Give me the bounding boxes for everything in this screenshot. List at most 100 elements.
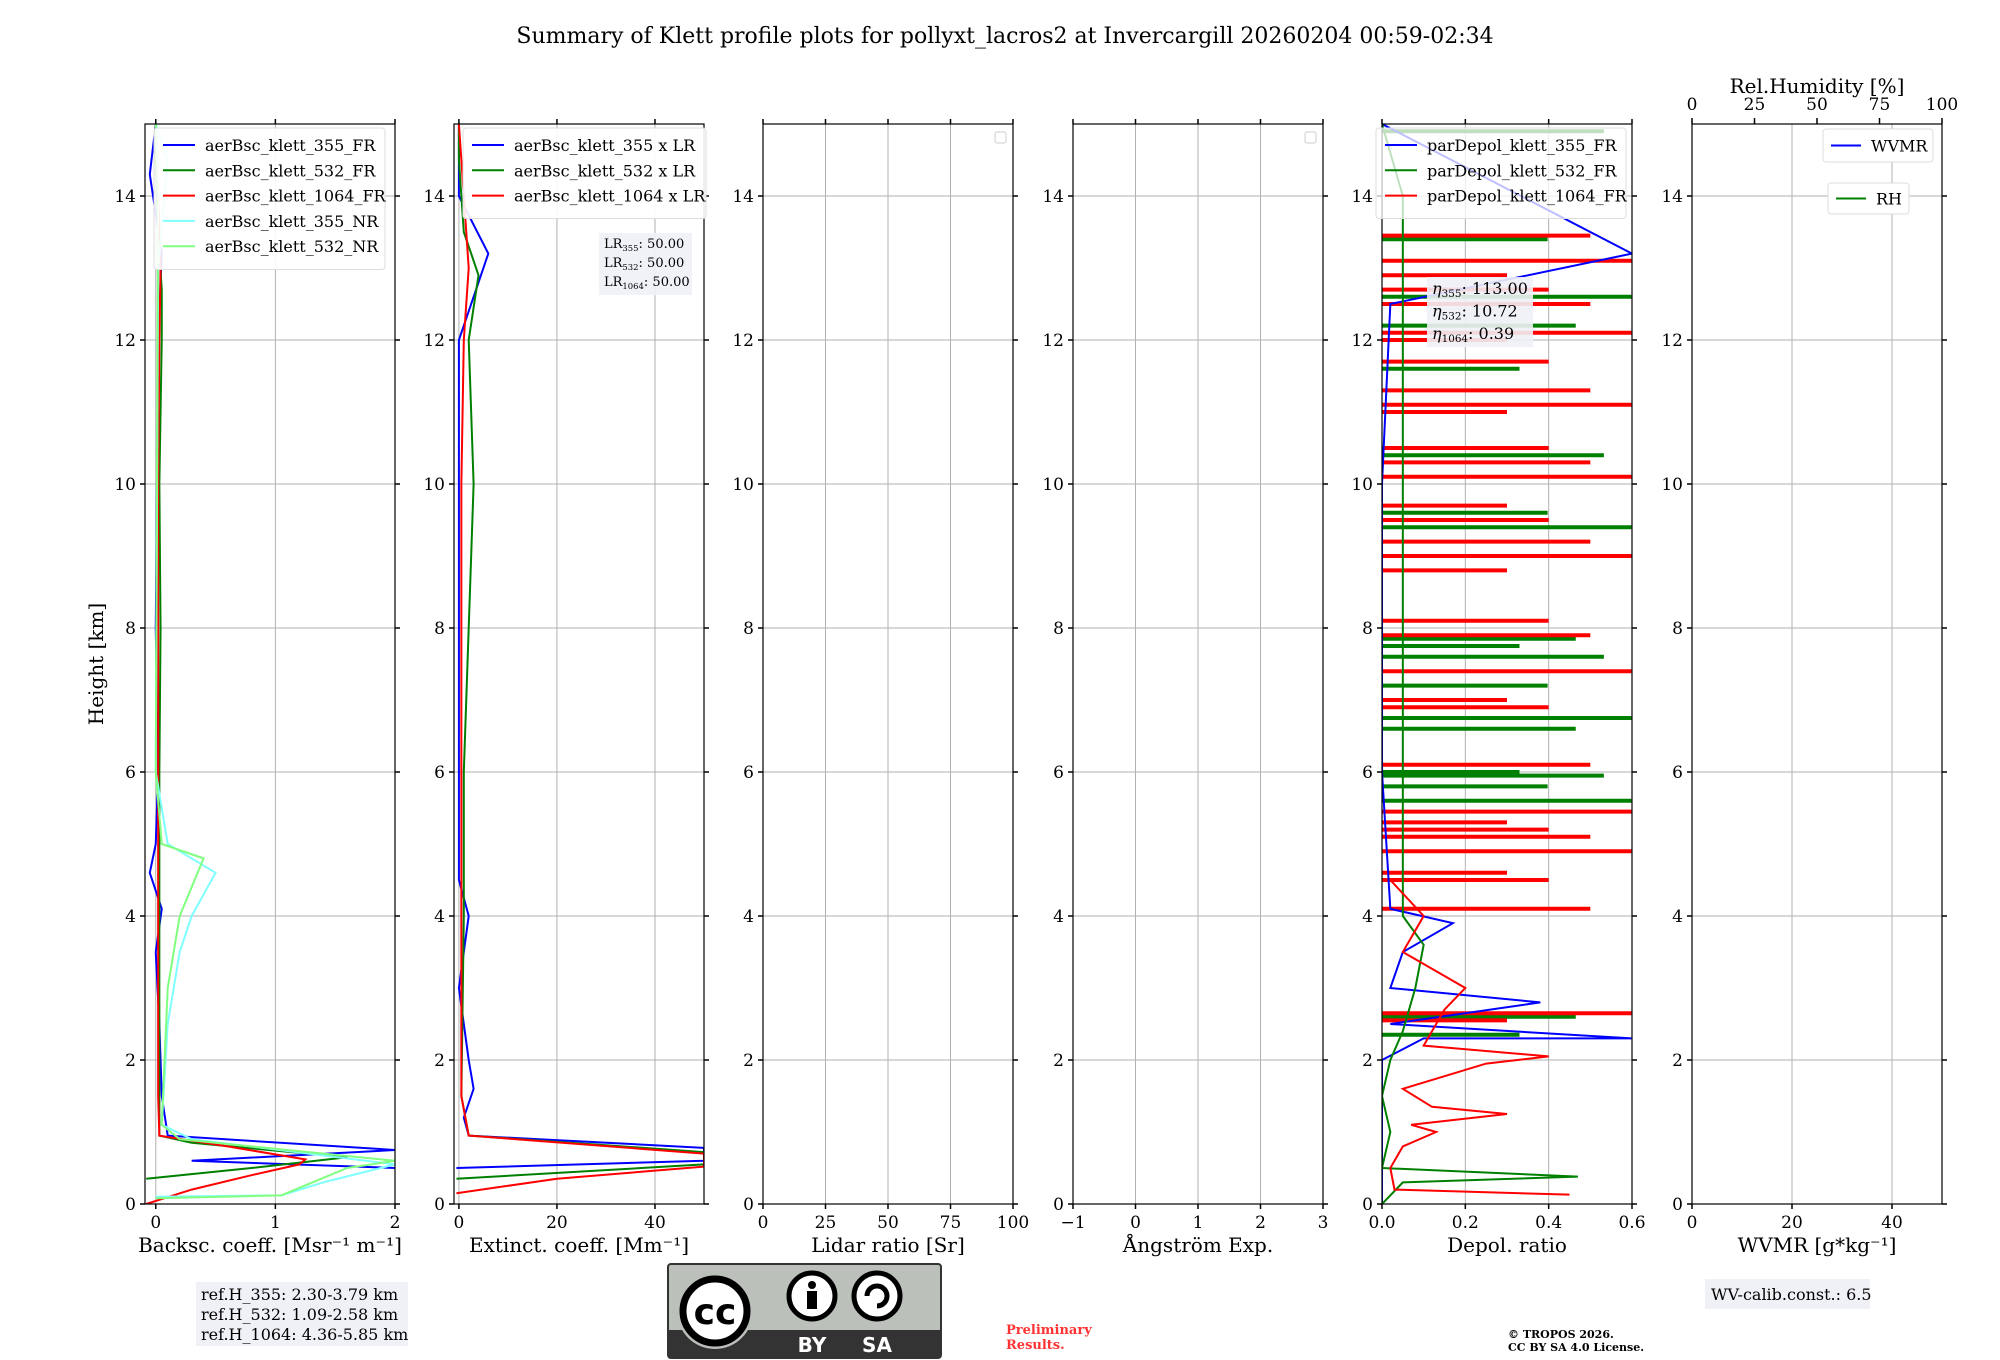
legend-label: aerBsc_klett_355 x LR xyxy=(514,136,696,155)
y-tick-label: 2 xyxy=(743,1051,754,1071)
y-tick-label: 2 xyxy=(1362,1051,1373,1071)
panel-wvmr-rh: 0 20 40 0 2 4 6 8 10 12 14 WVMR [g*kg⁻¹] 0 25 50 75 100 R… xyxy=(1661,74,1958,1257)
legend-label: parDepol_klett_1064_FR xyxy=(1427,187,1628,206)
y-tick-label: 0 xyxy=(125,1195,136,1215)
y-tick-label: 8 xyxy=(125,619,136,639)
y-tick-label: 4 xyxy=(1053,907,1064,927)
y-tick-label: 6 xyxy=(1672,763,1683,783)
y-tick-label: 4 xyxy=(1362,907,1373,927)
panel-extinction: 0 20 40 0 2 4 6 8 10 12 14 Extinct. coeff. [Mm⁻¹] ae… xyxy=(423,119,709,1257)
wv-calib-box: WV-calib.const.: 6.5 xyxy=(1705,1279,1872,1309)
empty-legend xyxy=(994,131,1007,144)
ref-height-355: ref.H_355: 2.30-3.79 km xyxy=(201,1285,398,1304)
y-tick-label: 14 xyxy=(423,187,445,207)
figure-title: Summary of Klett profile plots for polly… xyxy=(516,24,1493,49)
x-axis-label: Lidar ratio [Sr] xyxy=(811,1233,965,1257)
x-tick-label: −1 xyxy=(1060,1213,1085,1233)
lidar-ratio-box: LR355: 50.00 LR532: 50.00 LR1064: 50.00 xyxy=(599,233,692,295)
legend-label: aerBsc_klett_1064 x LR xyxy=(514,187,706,206)
cc-by-sa-logo: cc BY SA xyxy=(667,1263,942,1359)
x-tick-label: 40 xyxy=(644,1213,666,1233)
x-tick-label: 3 xyxy=(1318,1213,1329,1233)
axes-frame xyxy=(1381,123,1633,1205)
x-axis-label: Ångström Exp. xyxy=(1122,1232,1273,1257)
axes-frame xyxy=(144,123,396,1205)
x-axis-label: Extinct. coeff. [Mm⁻¹] xyxy=(469,1233,689,1257)
y-tick-label: 12 xyxy=(1042,331,1064,351)
series-group xyxy=(456,124,704,1195)
ref-height-532: ref.H_532: 1.09-2.58 km xyxy=(201,1305,398,1324)
cc-logo-text: cc xyxy=(694,1292,737,1333)
legend: aerBsc_klett_355_FR aerBsc_klett_532_FRae… xyxy=(153,127,387,270)
y-tick-label: 14 xyxy=(1351,187,1373,207)
y-tick-label: 12 xyxy=(732,331,754,351)
x-tick-label: 0 xyxy=(758,1213,769,1233)
y-tick-label: 10 xyxy=(114,475,136,495)
series-aerBsc_klett_355_FR xyxy=(148,124,395,1169)
x-tick-label: 40 xyxy=(1881,1213,1903,1233)
y-tick-label: 4 xyxy=(743,907,754,927)
y-tick-label: 0 xyxy=(434,1195,445,1215)
y-tick-label: 10 xyxy=(1351,475,1373,495)
y-tick-label: 4 xyxy=(125,907,136,927)
preliminary-line2: Results. xyxy=(1006,1338,1065,1353)
x-tick-label: 2 xyxy=(1255,1213,1266,1233)
series-aerBsc_klett_1064 x LR xyxy=(456,124,704,1195)
x-tick-label: 0 xyxy=(453,1213,464,1233)
series-parDepol_klett_532_FR xyxy=(1382,124,1578,1204)
top-x-tick-label: 25 xyxy=(1744,95,1766,115)
y-tick-label: 8 xyxy=(1362,619,1373,639)
x-tick-label: 0 xyxy=(1687,1213,1698,1233)
series-parDepol_klett_1064_FR xyxy=(1389,879,1570,1196)
top-x-tick-label: 75 xyxy=(1869,95,1891,115)
y-tick-label: 2 xyxy=(1053,1051,1064,1071)
x-tick-label: 20 xyxy=(546,1213,568,1233)
top-x-tick-label: 50 xyxy=(1806,95,1828,115)
copyright-line1: © TROPOS 2026. xyxy=(1508,1328,1614,1341)
legend-label: aerBsc_klett_532_FR xyxy=(205,161,376,180)
panel-depol: 0.0 0.2 0.4 0.6 0 2 4 6 8 10 12 14 Depol. ratio parDe… xyxy=(1351,119,1646,1257)
panel-lidar-ratio: 0 25 50 75 100 0 2 4 6 8 10 12 14 Lidar ratio [Sr] xyxy=(732,119,1029,1257)
y-tick-label: 12 xyxy=(423,331,445,351)
y-tick-label: 14 xyxy=(1661,187,1683,207)
y-tick-label: 14 xyxy=(1042,187,1064,207)
y-tick-label: 10 xyxy=(1042,475,1064,495)
x-tick-label: 20 xyxy=(1781,1213,1803,1233)
cc-sa-label: SA xyxy=(862,1333,892,1357)
legend: parDepol_klett_355_FR parDepol_klett_532_… xyxy=(1375,127,1628,219)
y-tick-label: 2 xyxy=(125,1051,136,1071)
y-tick-label: 6 xyxy=(434,763,445,783)
legend-WVMR: WVMR xyxy=(1822,128,1934,163)
y-tick-label: 14 xyxy=(732,187,754,207)
x-tick-label: 0.4 xyxy=(1535,1213,1562,1233)
lr-value: LR1064: 50.00 xyxy=(604,275,690,291)
legend-label: aerBsc_klett_355_NR xyxy=(205,212,379,231)
legend-label: parDepol_klett_355_FR xyxy=(1427,136,1618,155)
y-tick-label: 0 xyxy=(1362,1195,1373,1215)
axes-frame xyxy=(453,123,705,1205)
series-aerBsc_klett_1064_FR xyxy=(145,124,308,1204)
y-tick-label: 6 xyxy=(125,763,136,783)
y-tick-label: 6 xyxy=(1362,763,1373,783)
series-group xyxy=(1382,124,1632,1204)
y-tick-label: 10 xyxy=(732,475,754,495)
wv-calib-text: WV-calib.const.: 6.5 xyxy=(1711,1285,1872,1304)
y-tick-label: 6 xyxy=(1053,763,1064,783)
legend-label: WVMR xyxy=(1871,137,1928,156)
y-tick-label: 8 xyxy=(743,619,754,639)
y-tick-label: 8 xyxy=(1053,619,1064,639)
x-tick-label: 1 xyxy=(270,1213,281,1233)
x-axis-label: Backsc. coeff. [Msr⁻¹ m⁻¹] xyxy=(138,1233,402,1257)
legend-label: aerBsc_klett_532_NR xyxy=(205,237,379,256)
series-aerBsc_klett_532_NR xyxy=(154,124,395,1200)
top-x-axis-label: Rel.Humidity [%] xyxy=(1730,74,1905,98)
eta-value: η532: 10.72 xyxy=(1432,302,1518,323)
legend-label: aerBsc_klett_532 x LR xyxy=(514,161,696,180)
x-tick-label: 0 xyxy=(150,1213,161,1233)
x-tick-label: 2 xyxy=(390,1213,401,1233)
y-axis-label: Height [km] xyxy=(84,603,108,725)
series-aerBsc_klett_532_FR xyxy=(146,124,348,1180)
